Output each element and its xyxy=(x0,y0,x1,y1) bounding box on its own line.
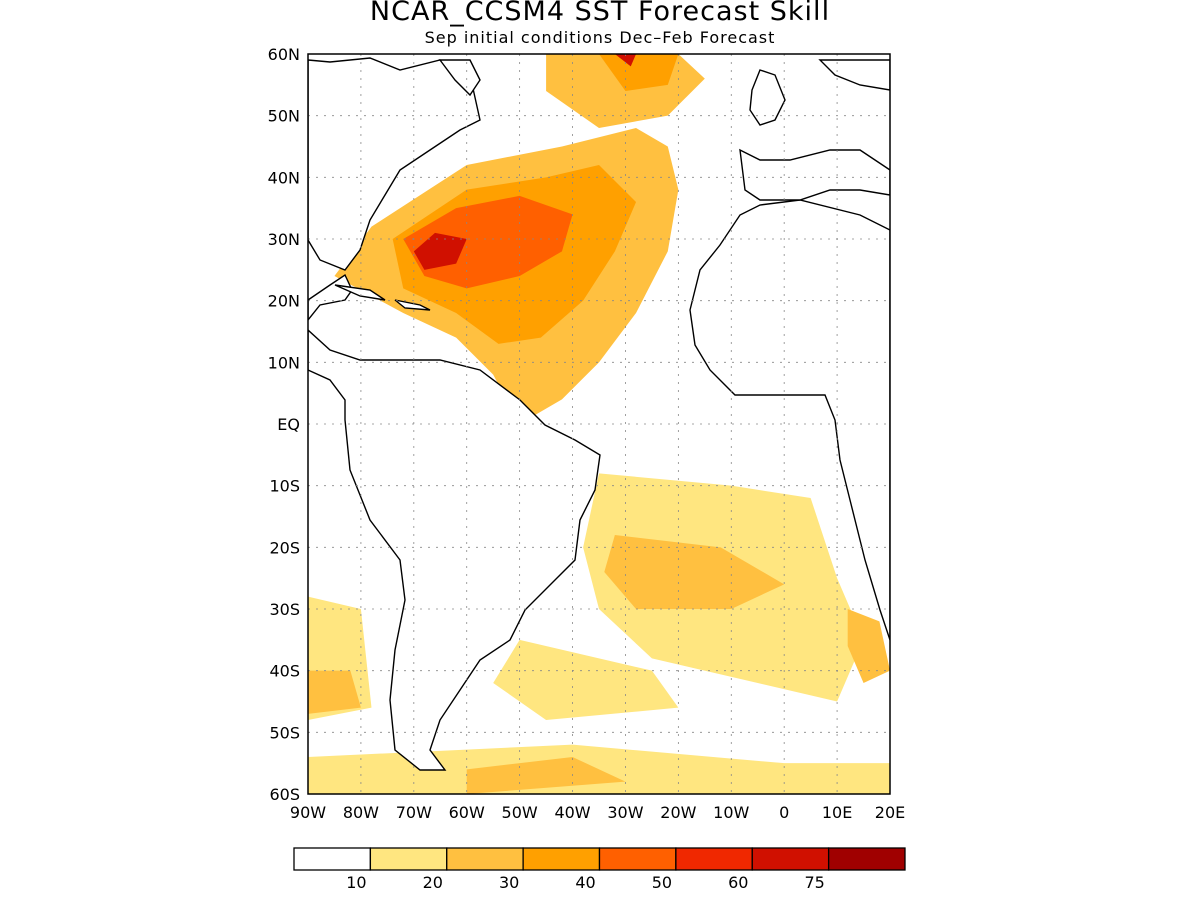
africa-landmass xyxy=(689,199,890,641)
skill-region xyxy=(413,232,467,270)
latitude-tick-label: 40N xyxy=(268,168,300,187)
gulf-coast xyxy=(308,273,353,322)
skill-region xyxy=(847,609,890,683)
colorbar-segment xyxy=(446,847,524,871)
british-isles xyxy=(749,69,786,126)
map-subtitle: Sep initial conditions Dec–Feb Forecast xyxy=(424,28,776,47)
greenland-coast xyxy=(438,59,481,97)
longitude-tick-label: 10E xyxy=(822,803,852,822)
europe-landmass xyxy=(739,148,890,201)
skill-region xyxy=(599,54,679,91)
colorbar-segment xyxy=(598,847,677,871)
colorbar-segment xyxy=(751,847,830,871)
longitude-tick-label: 30W xyxy=(607,803,643,822)
longitude-tick-label: 80W xyxy=(343,803,379,822)
caribbean-islands xyxy=(334,284,431,311)
longitude-tick-label: 20W xyxy=(660,803,696,822)
latitude-tick-label: 10S xyxy=(269,477,300,496)
latitude-tick-label: 30S xyxy=(269,600,300,619)
longitude-tick-label: 40W xyxy=(554,803,590,822)
latitude-tick-label: 20S xyxy=(269,538,300,557)
skill-region xyxy=(604,535,785,609)
colorbar-label: 10 xyxy=(346,873,366,892)
latitude-tick-label: 60S xyxy=(269,785,300,804)
map-title: NCAR_CCSM4 SST Forecast Skill xyxy=(369,0,831,27)
latitude-tick-label: 60N xyxy=(268,45,300,64)
longitude-tick-label: 10W xyxy=(713,803,749,822)
latitude-tick-label: 50S xyxy=(269,723,300,742)
longitude-tick-label: 20E xyxy=(875,803,905,822)
colorbar-segment xyxy=(827,847,906,871)
latitude-tick-label: 10N xyxy=(268,353,300,372)
skill-region xyxy=(466,757,626,794)
latitude-tick-label: EQ xyxy=(277,415,300,434)
colorbar-segment xyxy=(522,847,601,871)
latitude-tick-label: 40S xyxy=(269,662,300,681)
south-america-landmass xyxy=(308,329,601,771)
skill-region xyxy=(493,639,679,720)
colorbar-segment xyxy=(293,847,372,871)
colorbar-segment xyxy=(369,847,448,871)
colorbar-segment xyxy=(675,847,753,871)
skill-region xyxy=(308,670,361,714)
colorbar-label: 60 xyxy=(728,873,748,892)
longitude-tick-label: 70W xyxy=(396,803,432,822)
north-america-landmass xyxy=(308,57,481,271)
latitude-tick-label: 20N xyxy=(268,292,300,311)
longitude-tick-label: 0 xyxy=(779,803,789,822)
longitude-tick-label: 60W xyxy=(449,803,485,822)
latitude-tick-label: 50N xyxy=(268,107,300,126)
colorbar-label: 75 xyxy=(804,873,824,892)
skill-region xyxy=(614,54,637,67)
longitude-tick-label: 90W xyxy=(290,803,326,822)
colorbar-label: 40 xyxy=(575,873,595,892)
colorbar-label: 30 xyxy=(499,873,519,892)
colorbar-label: 20 xyxy=(423,873,443,892)
colorbar-label: 50 xyxy=(652,873,672,892)
plot-frame xyxy=(307,53,891,795)
longitude-tick-label: 50W xyxy=(502,803,538,822)
latitude-tick-label: 30N xyxy=(268,230,300,249)
scandinavia-coast xyxy=(818,59,890,91)
